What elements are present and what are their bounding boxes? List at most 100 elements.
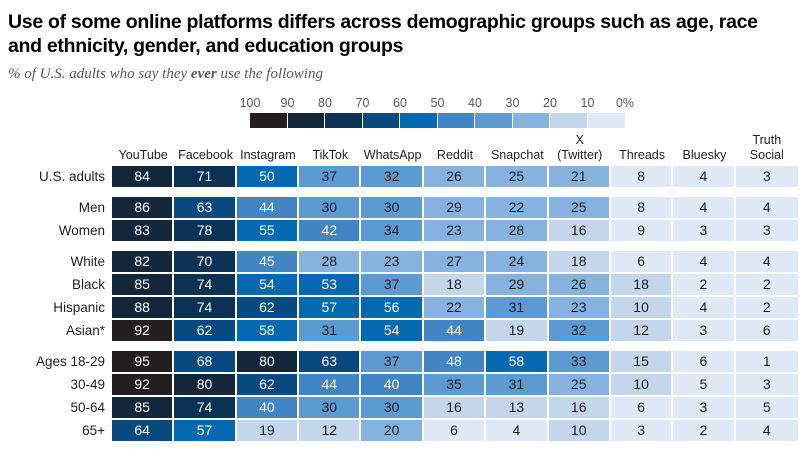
legend-swatch xyxy=(250,112,288,128)
heatmap-cell: 26 xyxy=(548,274,611,296)
column-header-whatsapp: WhatsApp xyxy=(363,147,422,162)
heatmap-cell: 44 xyxy=(299,374,362,396)
legend-swatch xyxy=(325,112,363,128)
heatmap-cell: 20 xyxy=(361,420,424,442)
heatmap-cell: 29 xyxy=(486,274,549,296)
heatmap-cell: 4 xyxy=(735,197,798,219)
heatmap-cell: 62 xyxy=(174,320,237,342)
legend-swatch xyxy=(362,112,400,128)
heatmap-cell: 80 xyxy=(174,374,237,396)
heatmap-cell: 27 xyxy=(423,251,487,273)
table-row-65: 65+ 64 57 19 12 20 6 4 10 3 2 4 xyxy=(8,420,798,442)
legend-tick-label: 0% xyxy=(615,95,635,110)
column-header-threads: Threads xyxy=(619,147,666,162)
heatmap-cell: 5 xyxy=(673,374,736,396)
table-row-men: Men 86 63 44 30 30 29 22 25 8 4 4 xyxy=(8,197,798,219)
heatmap-cell: 28 xyxy=(486,220,549,242)
heatmap-cell: 10 xyxy=(610,374,674,396)
row-label: Asian* xyxy=(65,323,105,339)
heatmap-cell: 37 xyxy=(299,166,362,188)
heatmap-cell: 86 xyxy=(112,197,175,219)
heatmap-cell: 8 xyxy=(610,197,674,219)
legend-tick-label: 40 xyxy=(468,95,482,110)
heatmap-cell: 25 xyxy=(548,374,611,396)
heatmap-cell: 42 xyxy=(299,220,362,242)
heatmap-cell: 1 xyxy=(735,351,798,373)
legend-tick-label: 90 xyxy=(280,95,295,110)
heatmap-cell: 16 xyxy=(548,220,611,242)
heatmap-cell: 4 xyxy=(673,251,736,273)
row-label: Women xyxy=(58,223,105,239)
legend-tick-label: 10 xyxy=(580,95,595,110)
heatmap-cell: 84 xyxy=(112,166,175,188)
chart-card: Use of some online platforms differs acr… xyxy=(8,11,798,442)
heatmap-cell: 16 xyxy=(423,397,487,419)
heatmap-cell: 19 xyxy=(486,320,549,342)
heatmap-cell: 50 xyxy=(236,166,300,188)
heatmap-cell: 63 xyxy=(299,351,362,373)
heatmap-cell: 4 xyxy=(673,166,736,188)
legend-tick-label: 20 xyxy=(543,95,557,110)
heatmap-cell: 56 xyxy=(361,297,424,319)
heatmap-cell: 58 xyxy=(236,320,300,342)
legend-swatch xyxy=(287,112,325,128)
heatmap-cell: 23 xyxy=(361,251,424,273)
heatmap-cell: 68 xyxy=(174,351,237,373)
row-label: Hispanic xyxy=(53,300,105,316)
heatmap-cell: 3 xyxy=(610,420,674,442)
row-label: U.S. adults xyxy=(38,169,105,185)
legend-swatch xyxy=(437,112,475,128)
heatmap-cell: 44 xyxy=(236,197,300,219)
column-header-truth-social: Truth Social xyxy=(749,132,784,162)
table-row-u-s-adults: U.S. adults 84 71 50 37 32 26 25 21 8 4 3 xyxy=(8,166,798,188)
heatmap-cell: 23 xyxy=(548,297,611,319)
heatmap-cell: 74 xyxy=(174,274,237,296)
heatmap-cell: 18 xyxy=(548,251,611,273)
heatmap-cell: 30 xyxy=(361,397,424,419)
table-body: U.S. adults 84 71 50 37 32 26 25 21 8 4 3 Men 86 63 44 3… xyxy=(8,166,798,442)
heatmap-cell: 83 xyxy=(112,220,175,242)
heatmap-cell: 30 xyxy=(299,397,362,419)
row-label: Black xyxy=(71,277,105,293)
heatmap-cell: 62 xyxy=(236,374,300,396)
heatmap-cell: 85 xyxy=(112,274,175,296)
heatmap-cell: 54 xyxy=(361,320,424,342)
heatmap-cell: 18 xyxy=(423,274,487,296)
heatmap-cell: 53 xyxy=(299,274,362,296)
heatmap-cell: 2 xyxy=(673,274,736,296)
legend-tick-label: 80 xyxy=(318,95,332,110)
heatmap-cell: 34 xyxy=(361,220,424,242)
heatmap-cell: 88 xyxy=(112,297,175,319)
column-header-row: YouTube Facebook Instagram TikTok WhatsApp Re… xyxy=(8,133,798,163)
column-header-reddit: Reddit xyxy=(436,147,474,162)
heatmap-cell: 22 xyxy=(486,197,549,219)
heatmap-cell: 6 xyxy=(735,320,798,342)
row-label: Ages 18-29 xyxy=(35,354,105,370)
heatmap-cell: 21 xyxy=(548,166,611,188)
heatmap-cell: 40 xyxy=(236,397,300,419)
heatmap-cell: 19 xyxy=(236,420,300,442)
heatmap-cell: 37 xyxy=(361,351,424,373)
row-label: 30-49 xyxy=(70,377,105,393)
row-label: White xyxy=(70,254,105,270)
heatmap-cell: 35 xyxy=(423,374,487,396)
heatmap-cell: 24 xyxy=(486,251,549,273)
heatmap-cell: 95 xyxy=(112,351,175,373)
heatmap-table: YouTube Facebook Instagram TikTok WhatsApp Re… xyxy=(8,133,798,442)
legend-swatch xyxy=(550,112,588,128)
color-scale-legend: 100 90 80 70 60 50 40 30 20 10 0% xyxy=(240,95,634,129)
column-header-instagram: Instagram xyxy=(240,147,296,162)
heatmap-cell: 29 xyxy=(423,197,487,219)
heatmap-cell: 13 xyxy=(486,397,549,419)
table-row-hispanic: Hispanic 88 74 62 57 56 22 31 23 10 4 2 xyxy=(8,297,798,319)
heatmap-cell: 92 xyxy=(112,374,175,396)
column-header-snapchat: Snapchat xyxy=(490,147,544,162)
legend-swatch xyxy=(400,112,438,128)
legend-tick-label: 70 xyxy=(355,95,370,110)
heatmap-cell: 70 xyxy=(174,251,237,273)
heatmap-cell: 2 xyxy=(673,420,736,442)
heatmap-cell: 23 xyxy=(423,220,487,242)
heatmap-cell: 31 xyxy=(486,297,549,319)
heatmap-cell: 12 xyxy=(299,420,362,442)
heatmap-cell: 4 xyxy=(486,420,549,442)
